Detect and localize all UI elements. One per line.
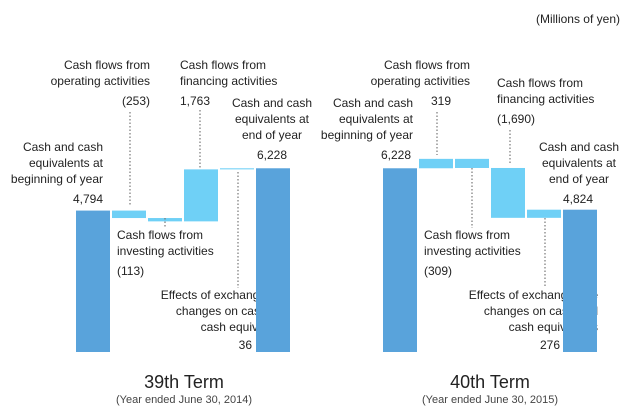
value-label: (253) — [122, 94, 150, 108]
label-line: end of year — [549, 172, 609, 186]
label-line: Cash flows from — [180, 58, 266, 72]
bar — [563, 209, 597, 352]
label-line: equivalents at — [235, 112, 310, 126]
label-line: investing activities — [424, 244, 521, 258]
bar — [383, 168, 417, 352]
value-label: 1,763 — [180, 94, 210, 108]
label-line: operating activities — [51, 74, 150, 88]
label-line: Cash and cash — [539, 140, 619, 154]
value-label: (113) — [117, 264, 144, 278]
label-line: Cash and cash — [23, 140, 103, 154]
bar — [76, 210, 110, 352]
label-line: beginning of year — [11, 172, 103, 186]
label-line: investing activities — [117, 244, 214, 258]
category-label: Cash flows from investing activities — [117, 228, 214, 258]
category-label: Cash and cash equivalents at end of year — [539, 140, 619, 186]
label-line: end of year — [242, 128, 302, 142]
chart-subtitle: (Year ended June 30, 2014) — [116, 394, 252, 406]
category-label: Cash and cash equivalents at beginning of … — [321, 96, 414, 142]
category-label: Cash flows from operating activities — [51, 58, 150, 88]
label-line: Cash and cash — [232, 96, 312, 110]
value-label: 319 — [431, 94, 451, 108]
value-label: 6,228 — [257, 148, 287, 162]
label-line: equivalents at — [542, 156, 617, 170]
chart-subtitle: (Year ended June 30, 2015) — [422, 394, 558, 406]
category-label: Cash flows from operating activities — [371, 58, 470, 88]
bar — [455, 158, 489, 168]
label-line: operating activities — [371, 74, 470, 88]
label-line: Cash and cash — [333, 96, 413, 110]
label-line: equivalents at — [29, 156, 104, 170]
category-label: Cash and cash equivalents at beginning of … — [11, 140, 104, 186]
bar — [148, 218, 182, 222]
label-line: financing activities — [497, 92, 594, 106]
label-line: Cash flows from — [117, 228, 203, 242]
value-label: (1,690) — [497, 112, 535, 126]
value-label: 36 — [239, 338, 253, 352]
value-label: 276 — [540, 338, 560, 352]
category-label: Cash flows from financing activities — [180, 58, 277, 88]
label-line: Cash flows from — [497, 76, 583, 90]
category-label: Cash and cash equivalents at end of year — [232, 96, 312, 142]
label-line: Cash flows from — [384, 58, 470, 72]
label-line: Cash flows from — [424, 228, 510, 242]
value-label: 6,228 — [381, 148, 411, 162]
label-line: beginning of year — [321, 128, 413, 142]
value-label: 4,794 — [73, 192, 103, 206]
bar — [256, 168, 290, 352]
unit-note: (Millions of yen) — [536, 12, 620, 26]
bar — [491, 167, 525, 218]
category-label: Cash flows from financing activities — [497, 76, 594, 106]
category-label: Cash flows from investing activities — [424, 228, 521, 258]
bar — [112, 210, 146, 219]
bar — [220, 168, 254, 170]
value-label: 4,824 — [563, 192, 593, 206]
label-line: Cash flows from — [64, 58, 150, 72]
chart-title: 40th Term — [450, 372, 530, 392]
bar — [184, 169, 218, 222]
label-line: equivalents at — [339, 112, 414, 126]
label-line: financing activities — [180, 74, 277, 88]
bar — [527, 209, 561, 218]
chart-title: 39th Term — [144, 372, 224, 392]
value-label: (309) — [424, 264, 452, 278]
bar — [419, 158, 453, 169]
